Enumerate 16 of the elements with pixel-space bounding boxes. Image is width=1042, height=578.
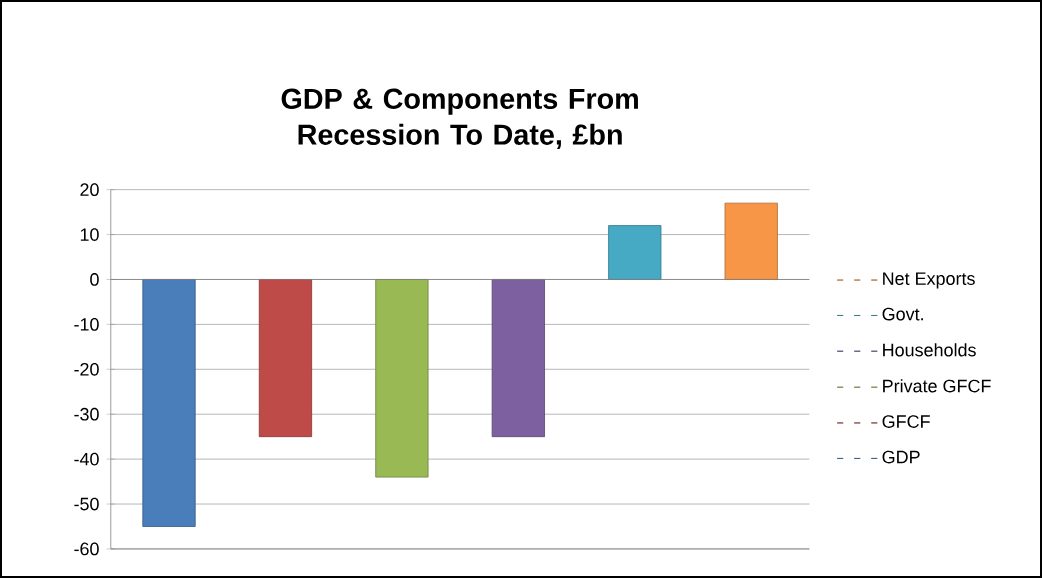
y-tick-label: -30 <box>74 407 99 421</box>
y-tick-label: 10 <box>80 228 99 241</box>
legend-label: GDP <box>882 450 920 464</box>
y-tick-label: -10 <box>74 318 99 331</box>
chart-title: GDP & Components From Recession To Date, £bn <box>281 88 638 150</box>
legend-label: GFCF <box>882 415 930 428</box>
y-tick-label: 20 <box>80 183 99 197</box>
legend-label: Private GFCF <box>883 379 991 393</box>
y-tick-label: -60 <box>74 542 99 556</box>
y-tick-label: 0 <box>90 273 99 286</box>
y-tick-label: -50 <box>74 497 99 511</box>
y-tick-label: -20 <box>74 362 99 376</box>
legend-label: Households <box>883 343 976 357</box>
legend-label: Govt. <box>882 307 923 321</box>
legend-label: Net Exports <box>883 272 975 289</box>
y-tick-label: -40 <box>74 452 99 466</box>
